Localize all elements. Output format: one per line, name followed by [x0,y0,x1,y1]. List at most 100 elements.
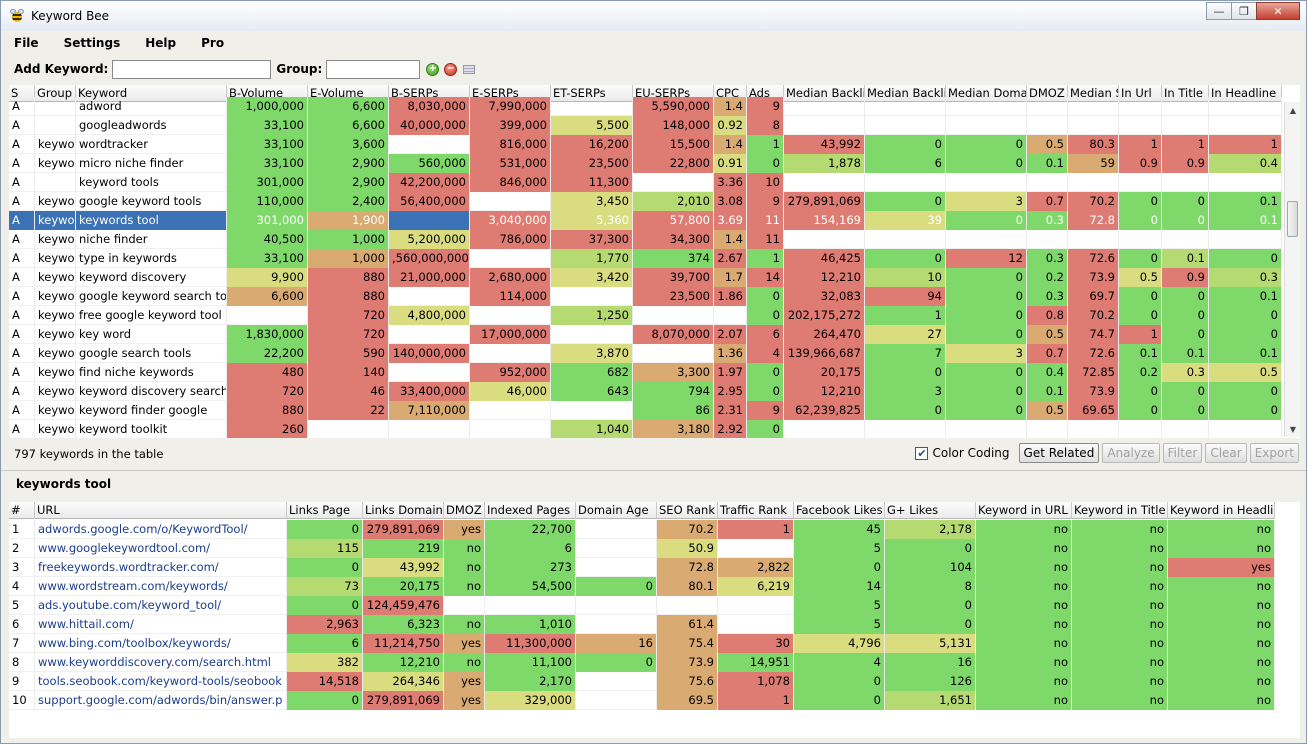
keyword-col-header[interactable]: B-Volume [227,85,308,102]
url-col-header[interactable]: Facebook Likes [794,502,885,519]
table-cell: yes [444,672,485,691]
menu-settings[interactable]: Settings [63,36,121,50]
table-cell: 0.5 [1209,363,1282,382]
keyword-col-header[interactable]: Keyword [76,85,227,102]
keyword-col-header[interactable]: DMOZ [1027,85,1068,102]
add-icon[interactable]: + [426,62,440,76]
table-row[interactable]: 8 www.keyworddiscovery.com/search.html 382… [9,653,1275,672]
url-col-header[interactable]: DMOZ [444,502,485,519]
remove-icon[interactable]: − [444,62,458,76]
keyword-col-header[interactable]: ET-SERPs [551,85,633,102]
table-cell: 1,830,000 [227,325,308,344]
close-button[interactable]: ✕ [1256,2,1300,20]
color-coding-checkbox[interactable]: ✔ [915,446,929,460]
clear-button[interactable]: Clear [1205,443,1247,463]
table-row[interactable]: 5 ads.youtube.com/keyword_tool/0 124,459,4… [9,596,1275,615]
table-row[interactable]: 3 freekeywords.wordtracker.com/0 43,992 no 2… [9,558,1275,577]
url-col-header[interactable]: Links Domain [365,502,444,519]
list-options-icon[interactable] [463,64,476,74]
table-row[interactable]: 9 tools.seobook.com/keyword-tools/seobook… [9,672,1275,691]
maximize-button[interactable]: ❐ [1231,2,1257,20]
keyword-col-header[interactable]: Median Backli [867,85,946,102]
add-keyword-input[interactable] [112,59,272,79]
keyword-col-header[interactable]: S [9,85,35,102]
table-cell: www.googlekeywordtool.com/ [35,539,287,558]
keyword-col-header[interactable]: In Url [1119,85,1162,102]
keyword-col-header[interactable]: Median S [1070,85,1119,102]
table-cell: no [444,653,485,672]
keyword-col-header[interactable]: B-SERPs [389,85,470,102]
table-row[interactable]: 6 www.hittail.com/2,963 6,323 no 1,010 61.4 5 0… [9,615,1275,634]
table-cell: 0 [747,363,784,382]
table-cell: 73 [287,577,363,596]
analyze-button[interactable]: Analyze [1102,443,1160,463]
panel-divider[interactable] [1,470,1306,471]
table-cell: 14,518 [287,672,363,691]
url-col-header[interactable]: Traffic Rank [718,502,794,519]
keyword-col-header[interactable]: Ads [747,85,784,102]
title-bar[interactable]: Keyword Bee — ❐ ✕ [1,1,1306,31]
keywords-scrollbar[interactable]: ▲ ▼ [1284,102,1300,437]
url-col-header[interactable]: SEO Rank [657,502,718,519]
keyword-col-header[interactable]: E-Volume [308,85,389,102]
url-col-header[interactable]: # [9,502,35,519]
url-col-header[interactable]: Keyword in URL [976,502,1072,519]
keyword-col-header[interactable]: Group [35,85,76,102]
filter-button[interactable]: Filter [1162,443,1203,463]
get-related-button[interactable]: Get Related [1018,443,1100,463]
table-cell: 11,300,000 [485,634,576,653]
keyword-col-header[interactable]: CPC [714,85,747,102]
keyword-col-header[interactable]: EU-SERPs [633,85,714,102]
url-col-header[interactable]: Domain Age [576,502,657,519]
url-col-header[interactable]: Links Page [287,502,363,519]
table-cell [1162,116,1209,135]
url-col-header[interactable]: G+ Likes [885,502,976,519]
scroll-up-icon[interactable]: ▲ [1289,105,1297,115]
table-cell: 3 [9,558,35,577]
menu-help[interactable]: Help [145,36,177,50]
table-row[interactable]: 2 www.googlekeywordtool.com/115 219 no 6 50.9… [9,539,1275,558]
table-cell: no [976,577,1072,596]
table-cell: 15,500 [633,135,714,154]
table-cell: keywo [35,344,76,363]
table-row[interactable]: 1 adwords.google.com/o/KeywordTool/0 279,8… [9,520,1275,539]
url-col-header[interactable]: Indexed Pages [485,502,576,519]
table-cell: 40,500 [227,230,308,249]
group-input[interactable] [326,59,421,79]
table-row[interactable]: 10 support.google.com/adwords/bin/answer.… [9,691,1275,710]
url-col-header[interactable]: URL [35,502,287,519]
menu-file[interactable]: File [14,36,39,50]
url-col-header[interactable]: Keyword in Headline [1170,502,1275,519]
keyword-col-header[interactable]: In Headline [1209,85,1282,102]
keyword-col-header[interactable]: In Title [1162,85,1209,102]
table-row[interactable]: 4 www.wordstream.com/keywords/73 20,175 no 5… [9,577,1275,596]
keyword-col-header[interactable]: Median Backli [786,85,865,102]
scroll-thumb[interactable] [1287,201,1298,237]
url-col-header[interactable]: Keyword in Title [1072,502,1168,519]
keyword-col-header[interactable]: Median Doma [948,85,1027,102]
table-row[interactable]: 7 www.bing.com/toolbox/keywords/6 11,214,7… [9,634,1275,653]
minimize-button[interactable]: — [1206,2,1232,20]
scroll-down-icon[interactable]: ▼ [1289,424,1297,434]
keyword-col-header[interactable]: E-SERPs [470,85,551,102]
menu-pro[interactable]: Pro [201,36,225,50]
export-button[interactable]: Export [1249,443,1299,463]
